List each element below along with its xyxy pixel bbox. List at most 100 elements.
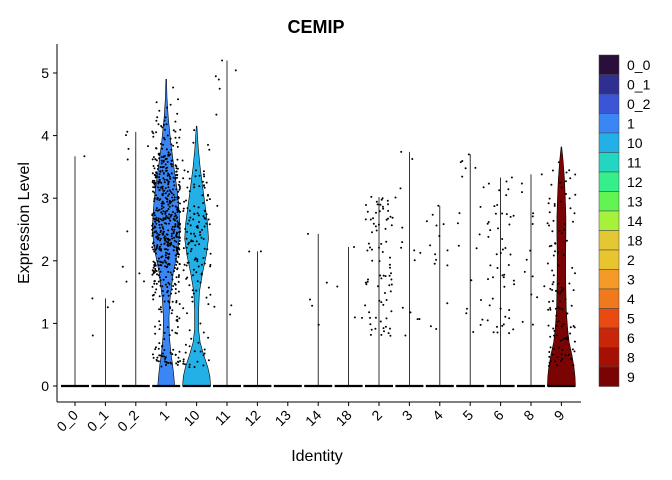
data-point (566, 312, 569, 315)
data-point (561, 357, 564, 360)
data-point (173, 198, 176, 201)
data-point (572, 364, 575, 367)
data-point (366, 249, 369, 252)
violin-3 (394, 150, 424, 388)
data-point (171, 309, 174, 312)
data-point (192, 274, 195, 277)
data-point (167, 270, 170, 273)
data-point (486, 319, 489, 322)
data-point (425, 220, 428, 223)
data-point (216, 204, 219, 207)
data-point (572, 289, 575, 292)
data-point (569, 177, 572, 180)
legend-swatch-13 (598, 191, 620, 212)
data-point (229, 313, 232, 316)
data-point (160, 249, 163, 252)
data-point (158, 173, 161, 176)
data-point (169, 153, 172, 156)
data-point (186, 276, 189, 279)
data-point (152, 227, 155, 230)
data-point (161, 344, 164, 347)
data-point (163, 242, 166, 245)
data-point (459, 161, 462, 164)
data-point (389, 266, 391, 269)
data-point (401, 306, 404, 309)
data-point (573, 350, 576, 353)
data-point (553, 203, 556, 205)
data-point (151, 234, 154, 237)
data-point (168, 217, 171, 220)
data-point (566, 338, 569, 341)
data-point (367, 278, 369, 281)
data-point (175, 263, 178, 266)
data-point (564, 298, 567, 301)
data-point (167, 186, 170, 189)
data-point (188, 209, 191, 212)
data-point (379, 203, 382, 206)
data-point (160, 256, 163, 259)
violin-10 (181, 125, 212, 388)
data-point (152, 270, 155, 273)
data-point (164, 163, 167, 166)
data-point (166, 248, 169, 251)
data-point (382, 303, 385, 306)
data-point (458, 212, 461, 215)
data-point (171, 329, 174, 332)
data-point (155, 207, 158, 210)
data-point (178, 248, 181, 251)
data-point (188, 219, 191, 222)
data-point (169, 351, 172, 354)
data-point (165, 276, 167, 279)
data-point (166, 263, 169, 266)
data-point (184, 351, 187, 354)
data-point (163, 119, 166, 122)
data-point (163, 181, 166, 184)
data-point (549, 287, 552, 290)
data-point (164, 116, 167, 119)
data-point (185, 199, 187, 202)
legend-swatch-9 (598, 366, 620, 387)
data-point (203, 186, 206, 189)
data-point (175, 260, 178, 263)
data-point (188, 190, 191, 193)
x-tick-label: 0_1 (84, 407, 112, 435)
data-point (554, 360, 557, 363)
data-point (502, 323, 505, 326)
data-point (475, 247, 478, 250)
data-point (176, 326, 179, 328)
data-point (389, 327, 391, 330)
data-point (557, 320, 560, 323)
data-point (409, 311, 412, 314)
data-point (162, 202, 165, 205)
data-point (196, 258, 199, 261)
data-point (164, 265, 167, 268)
data-point (155, 346, 157, 349)
data-point (429, 325, 432, 328)
data-point (178, 231, 181, 234)
data-point (198, 243, 201, 246)
data-point (383, 330, 385, 333)
data-point (174, 164, 177, 167)
data-point (154, 268, 157, 270)
data-point (173, 270, 175, 272)
data-point (161, 147, 163, 150)
data-point (568, 282, 571, 285)
data-point (152, 248, 155, 251)
data-point (193, 129, 196, 132)
data-point (169, 361, 172, 364)
data-point (369, 323, 372, 326)
data-point (203, 348, 206, 351)
data-point (154, 158, 157, 161)
data-point (158, 223, 161, 226)
data-point (557, 264, 560, 267)
data-point (169, 219, 172, 222)
data-point (168, 334, 171, 337)
data-point (375, 229, 378, 232)
legend-label-18: 18 (627, 232, 643, 248)
data-point (259, 250, 262, 253)
data-point (413, 259, 416, 262)
data-point (510, 176, 513, 179)
data-point (512, 279, 515, 282)
data-point (196, 226, 199, 229)
data-point (556, 321, 559, 323)
